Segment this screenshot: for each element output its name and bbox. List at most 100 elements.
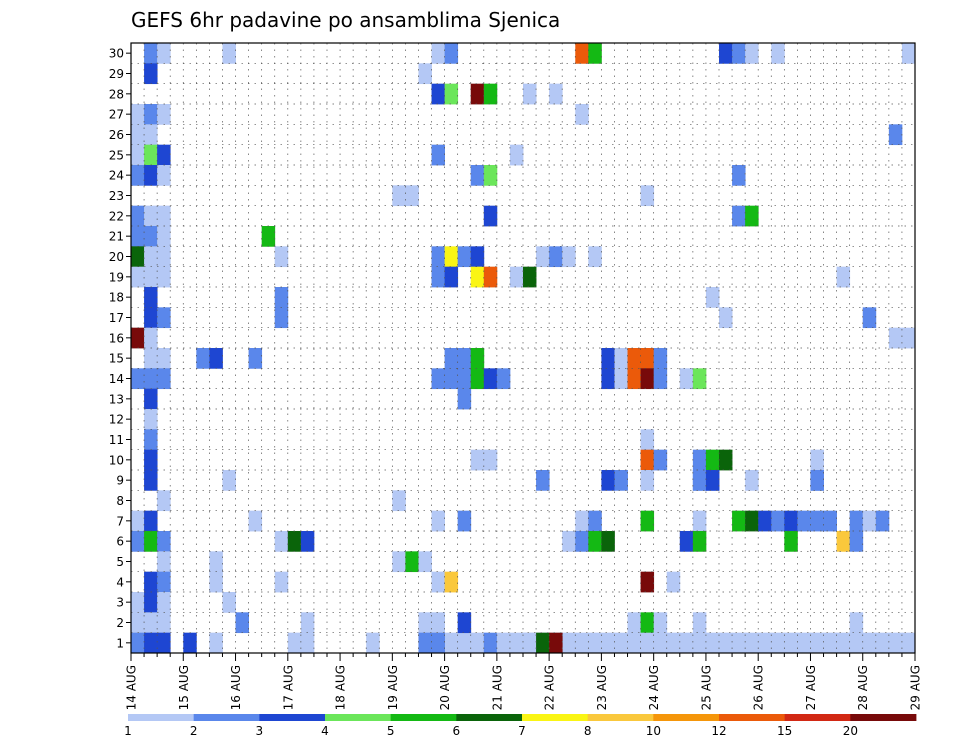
y-tick-label: 17 [109,311,124,325]
heatmap-cell [431,43,445,64]
colorbar-label: 4 [321,724,329,738]
x-tick-label: 18 AUG [334,665,348,710]
heatmap-cell [588,531,602,552]
heatmap-cell [601,470,615,491]
colorbar-label: 15 [777,724,792,738]
heatmap-cell [405,551,419,573]
heatmap-cell [849,531,864,552]
heatmap-cell [470,165,485,186]
heatmap-cell [692,632,707,654]
heatmap-cell [692,449,707,471]
heatmap-cell [483,449,498,471]
heatmap-cell [431,571,445,593]
colorbar-swatch [325,714,392,721]
heatmap-cell [483,83,498,105]
heatmap-cell [144,592,158,613]
heatmap-cell [771,43,785,64]
heatmap-cell [274,246,289,268]
heatmap-cell [392,185,406,207]
y-tick-label: 6 [116,535,124,549]
heatmap-cell [823,510,837,532]
heatmap-cell [157,43,171,64]
heatmap-cell [235,612,249,634]
x-axis: 14 AUG 15 AUG 16 AUG 17 AUG 18 AUG 19 AUG 20 A… [125,653,923,710]
heatmap-cell [483,266,498,288]
y-tick-label: 16 [109,331,124,345]
heatmap-cell [862,307,877,329]
colorbar-swatch [259,714,326,721]
heatmap-cell [627,348,641,369]
heatmap-cell [627,632,641,654]
heatmap-cell [144,348,158,369]
heatmap-cell [222,43,236,64]
heatmap-cell [784,632,798,654]
colorbar-label: 6 [453,724,461,738]
heatmap-cell [823,632,837,654]
heatmap-cell [131,124,145,146]
heatmap-cell [575,104,589,125]
y-axis: 1234567891011121314151617181920212223242… [109,47,131,650]
heatmap-cell [732,510,746,532]
colorbar-swatch [128,714,195,721]
y-tick-label: 10 [109,453,124,467]
heatmap-cell [131,592,145,613]
heatmap-cell [470,449,485,471]
heatmap-cell [144,571,158,593]
heatmap-cell [588,43,602,64]
heatmap-cell [862,510,877,532]
heatmap-cell [144,165,158,186]
heatmap-cell [745,632,759,654]
heatmap-cell [157,368,171,390]
x-tick-label: 23 AUG [595,665,609,710]
heatmap-cell [248,348,263,369]
y-tick-label: 13 [109,392,124,406]
heatmap-cell [157,144,171,166]
heatmap-cell [157,571,171,593]
heatmap-cell [784,531,798,552]
heatmap-cell [496,632,511,654]
colorbar-label: 3 [256,724,264,738]
heatmap-cell [261,226,276,247]
y-tick-label: 20 [109,250,124,264]
heatmap-cell [157,226,171,247]
grid-layer [131,43,915,653]
heatmap-cell [496,368,511,390]
y-tick-label: 30 [109,47,124,61]
y-tick-label: 5 [116,555,124,569]
heatmap-cell [575,43,589,64]
heatmap-cell [692,470,707,491]
heatmap-cell [523,632,537,654]
heatmap-cell [797,510,811,532]
heatmap-cell [444,43,459,64]
heatmap-cell [719,43,733,64]
heatmap-cell [457,368,472,390]
heatmap-cell [457,388,472,410]
y-tick-label: 9 [116,474,124,488]
heatmap-cell [719,449,733,471]
heatmap-cell [875,510,890,532]
heatmap-cell [692,531,707,552]
x-tick-label: 22 AUG [543,665,557,710]
heatmap-cell [392,551,406,573]
heatmap-cell [523,266,537,288]
heatmap-cell [157,551,171,573]
colorbar-label: 7 [518,724,526,738]
heatmap-cell [640,185,655,207]
heatmap-cell [470,83,485,105]
heatmap-cell [509,266,524,288]
heatmap-cell [653,348,668,369]
colorbar-swatch [390,714,457,721]
colorbar-label: 8 [584,724,592,738]
heatmap-cell [405,185,419,207]
heatmap-cell [157,307,171,329]
heatmap-cell [431,83,445,105]
heatmap-cell [679,531,694,552]
colorbar-label: 20 [843,724,858,738]
heatmap-cell [144,429,158,451]
heatmap-cell [157,531,171,552]
x-tick-label: 28 AUG [856,665,870,710]
heatmap-cell [131,246,145,268]
heatmap-cell [679,632,694,654]
heatmap-cell [274,571,289,593]
heatmap-cell [523,83,537,105]
